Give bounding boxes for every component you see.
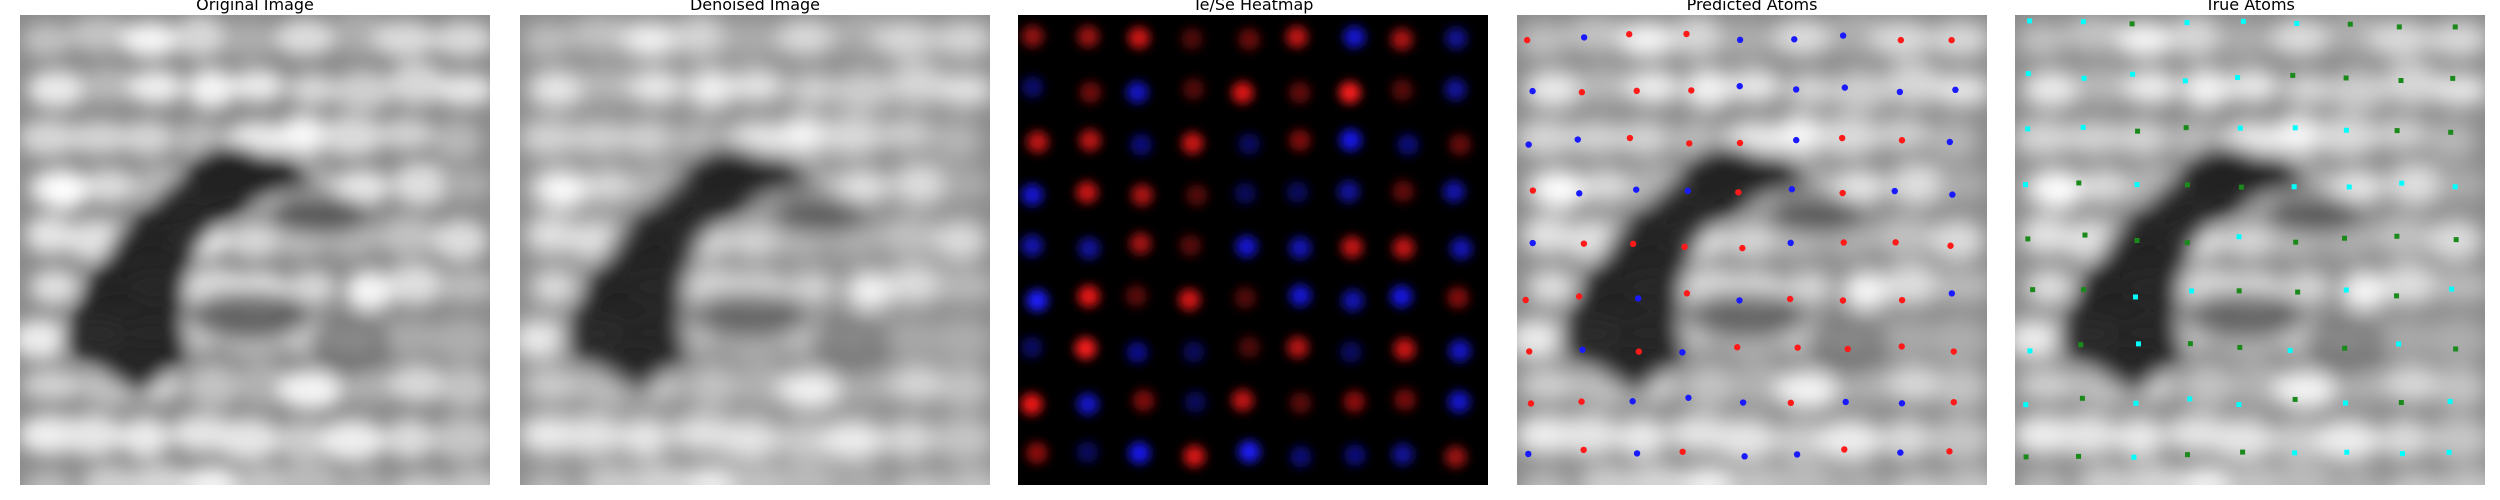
- panel-title: Predicted Atoms: [1686, 0, 1818, 14]
- original-image: [20, 15, 490, 485]
- panel-original: Original Image: [20, 0, 490, 500]
- panel-heatmap: Te/Se Heatmap: [1018, 0, 1488, 500]
- panel-true: True Atoms: [2015, 0, 2485, 500]
- panel-title: Original Image: [196, 0, 314, 14]
- panel-denoised: Denoised Image: [520, 0, 990, 500]
- te-se-heatmap: [1018, 15, 1488, 485]
- denoised-image: [520, 15, 990, 485]
- panel-title: True Atoms: [2205, 0, 2295, 14]
- panel-title: Te/Se Heatmap: [1192, 0, 1314, 14]
- panel-title: Denoised Image: [689, 0, 821, 14]
- predicted-atoms-image: [1517, 15, 1987, 485]
- true-atoms-image: [2015, 15, 2485, 485]
- panel-predicted: Predicted Atoms: [1517, 0, 1987, 500]
